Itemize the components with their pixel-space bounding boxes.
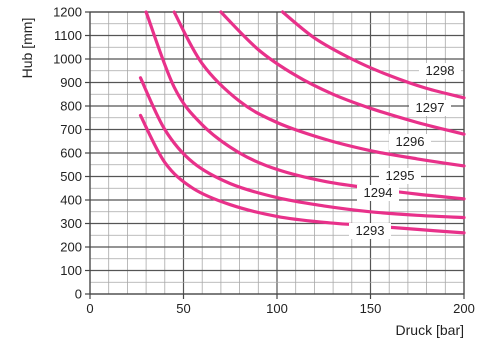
x-tick-label: 150 [360, 301, 382, 316]
y-tick-label: 100 [60, 263, 82, 278]
y-axis-ticks: 0 100 200 300 400 500 600 700 800 900 1000 1100 1200 [53, 5, 90, 302]
series-label-background [379, 168, 421, 184]
y-tick-label: 300 [60, 216, 82, 231]
y-tick-label: 0 [75, 287, 82, 302]
y-tick-label: 600 [60, 146, 82, 161]
x-axis-label: Druck [bar] [396, 322, 464, 338]
series-labels: 1293 1294 1295 1296 1297 1298 [349, 63, 461, 239]
series-label-1296: 1296 [396, 134, 425, 149]
y-tick-label: 500 [60, 169, 82, 184]
series-label-1297: 1297 [416, 100, 445, 115]
series-label-background [389, 134, 431, 150]
series-line-1296 [172, 10, 466, 168]
series-line-1298 [281, 10, 466, 100]
series-label-background [357, 185, 399, 201]
series-label-background [349, 223, 391, 239]
y-tick-label: 200 [60, 240, 82, 255]
y-tick-label: 800 [60, 99, 82, 114]
y-tick-label: 900 [60, 75, 82, 90]
y-axis-label: Hub [mm] [19, 18, 35, 79]
x-tick-label: 200 [453, 301, 475, 316]
grid [89, 11, 465, 295]
y-tick-label: 400 [60, 193, 82, 208]
series-line-1293 [138, 113, 466, 235]
x-tick-label: 50 [176, 301, 190, 316]
series-line-1294 [138, 76, 466, 220]
y-tick-label: 1100 [54, 28, 82, 43]
y-tick-label: 1200 [53, 5, 82, 20]
y-tick-label: 1000 [53, 52, 82, 67]
x-tick-label: 0 [86, 301, 93, 316]
series-label-1298: 1298 [426, 63, 455, 78]
series-label-background [419, 63, 461, 79]
x-axis-ticks: 0 50 100 150 200 [86, 294, 475, 316]
x-tick-label: 100 [266, 301, 288, 316]
series-line-1295 [144, 10, 466, 201]
series-label-1295: 1295 [386, 168, 415, 183]
series-label-1294: 1294 [364, 185, 393, 200]
y-tick-label: 700 [60, 122, 82, 137]
series-line-1297 [219, 10, 466, 136]
series-lines [138, 10, 466, 235]
series-label-background [409, 100, 451, 116]
series-label-1293: 1293 [356, 223, 385, 238]
